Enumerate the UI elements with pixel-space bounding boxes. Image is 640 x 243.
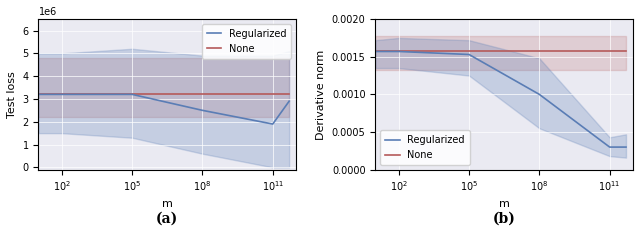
X-axis label: m: m (162, 199, 173, 209)
None (269, 93, 276, 96)
Line: Regularized: Regularized (375, 52, 626, 147)
None (536, 49, 543, 52)
Regularized (536, 93, 543, 96)
Text: (a): (a) (156, 212, 179, 226)
None (371, 49, 379, 52)
None (622, 49, 630, 52)
Regularized (129, 93, 136, 96)
Regularized (371, 50, 379, 53)
None (129, 93, 136, 96)
Regularized (622, 146, 630, 148)
Y-axis label: Derivative norm: Derivative norm (316, 49, 326, 139)
Regularized (606, 146, 614, 148)
Regularized (198, 109, 206, 112)
Regularized (465, 53, 473, 56)
Regularized (285, 100, 293, 103)
Regularized (35, 93, 42, 96)
Regularized (269, 122, 276, 125)
None (465, 49, 473, 52)
None (606, 49, 614, 52)
None (395, 49, 403, 52)
Text: (b): (b) (493, 212, 516, 226)
None (58, 93, 66, 96)
Legend: Regularized, None: Regularized, None (202, 24, 291, 59)
Regularized (58, 93, 66, 96)
None (198, 93, 206, 96)
X-axis label: m: m (499, 199, 509, 209)
Line: Regularized: Regularized (38, 94, 289, 124)
None (35, 93, 42, 96)
None (285, 93, 293, 96)
Legend: Regularized, None: Regularized, None (380, 130, 470, 165)
Regularized (395, 50, 403, 53)
Y-axis label: Test loss: Test loss (7, 71, 17, 118)
